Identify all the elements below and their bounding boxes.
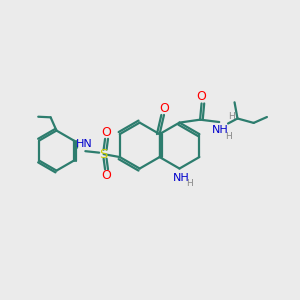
Text: O: O bbox=[196, 91, 206, 103]
Text: H: H bbox=[226, 132, 232, 141]
Text: O: O bbox=[102, 169, 112, 182]
Text: NH: NH bbox=[172, 173, 189, 183]
Text: O: O bbox=[159, 102, 169, 115]
Text: S: S bbox=[99, 148, 107, 160]
Text: NH: NH bbox=[212, 125, 229, 135]
Text: O: O bbox=[102, 126, 112, 139]
Text: HN: HN bbox=[76, 139, 92, 149]
Text: H: H bbox=[228, 112, 234, 121]
Text: H: H bbox=[186, 179, 193, 188]
